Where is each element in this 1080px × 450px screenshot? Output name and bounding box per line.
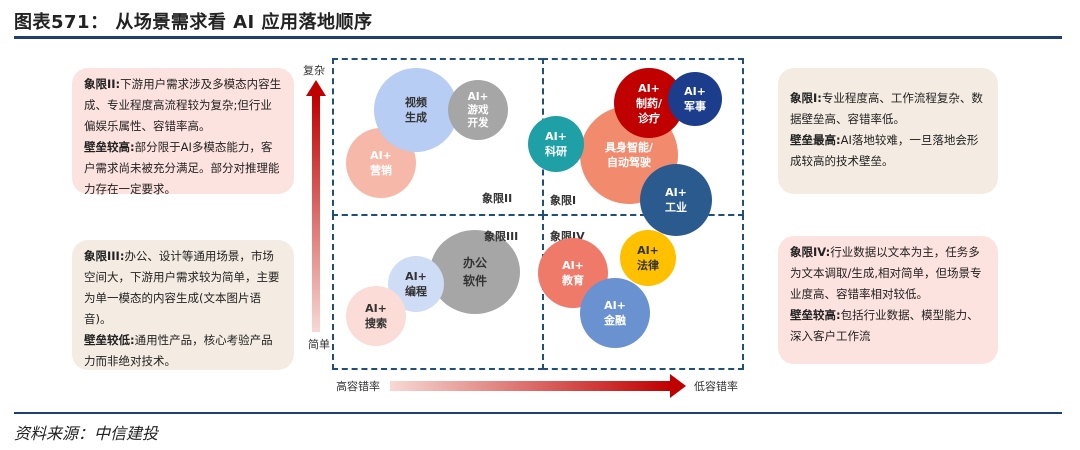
note-q2-text: 下游用户需求涉及多模态内容生成、专业程度高流程较为复杂;但行业偏娱乐属性、容错率…	[84, 77, 282, 133]
note-q2-head: 象限II:	[84, 77, 121, 91]
bottom-divider	[14, 412, 1062, 414]
note-q3-head: 象限III:	[84, 249, 125, 263]
top-divider	[14, 36, 1062, 39]
note-q1-text: 专业程度高、工作流程复杂、数据壁垒高、容错率低。	[790, 91, 983, 126]
y-axis-top-label: 复杂	[303, 64, 325, 77]
y-axis-bottom-label: 简单	[308, 338, 330, 351]
note-quadrant-1: 象限I:专业程度高、工作流程复杂、数据壁垒高、容错率低。 壁垒最高:AI落地较难…	[778, 68, 998, 194]
bubble-pharma-l3: 诊疗	[638, 111, 660, 125]
bubble-military-l2: 军事	[684, 100, 706, 113]
bubble-research-l2: 科研	[545, 145, 567, 158]
bubble-search: AI+ 搜索	[346, 286, 406, 346]
bubble-marketing-l2: 营销	[370, 164, 392, 177]
note-q2-text2: 部分限于AI多模态能力，客户需求尚未被充分满足。部分对推理能力存在一定要求。	[84, 140, 280, 196]
bubble-office-l2: 软件	[462, 274, 487, 288]
bubble-game-l3: 开发	[467, 116, 489, 129]
bubble-embodied-l1: 具身智能/	[604, 141, 654, 154]
bubble-game: AI+ 游戏 开发	[448, 80, 508, 140]
y-axis-arrow	[306, 80, 326, 332]
note-q2-head2: 壁垒较高:	[84, 140, 135, 154]
page-title: 图表571： 从场景需求看 AI 应用落地顺序	[14, 12, 373, 33]
bubble-industry: AI+ 工业	[640, 164, 712, 236]
bubble-military-l1: AI+	[684, 85, 706, 98]
bubble-office: 办公 软件	[430, 230, 520, 314]
bubble-video-l1: 视频	[405, 96, 427, 109]
note-q3-head2: 壁垒较低:	[84, 333, 135, 347]
bubble-pharma-l1: AI+	[638, 81, 660, 95]
note-q3-text: 办公、设计等通用场景，市场空间大，下游用户需求较为简单，主要为单一模态的内容生成…	[84, 249, 280, 326]
bubble-embodied-l2: 自动驾驶	[607, 156, 651, 169]
note-quadrant-4: 象限IV:行业数据以文本为主，任务多为文本调取/生成,相对简单，但场景专业度高、…	[778, 236, 998, 364]
bubble-marketing-l1: AI+	[370, 149, 392, 162]
quadrant-2-label: 象限II	[482, 192, 513, 205]
bubble-industry-l2: 工业	[665, 201, 687, 214]
bubble-education-l2: 教育	[562, 274, 584, 287]
bubble-search-l2: 搜索	[365, 317, 387, 330]
note-quadrant-2: 象限II:下游用户需求涉及多模态内容生成、专业程度高流程较为复杂;但行业偏娱乐属…	[72, 68, 294, 196]
note-q1-text2: AI落地较难，一旦落地会形成较高的技术壁垒。	[790, 133, 979, 168]
bubble-education-l1: AI+	[562, 259, 584, 272]
note-quadrant-3: 象限III:办公、设计等通用场景，市场空间大，下游用户需求较为简单，主要为单一模…	[72, 240, 294, 370]
source-note: 资料来源：中信建投	[14, 424, 159, 443]
bubble-video-l2: 生成	[405, 111, 427, 124]
note-q1-head: 象限I:	[790, 91, 822, 105]
x-axis-arrow	[390, 374, 686, 398]
note-q4-text2: 包括行业数据、模型能力、深入客户工作流	[790, 308, 979, 343]
bubble-finance-l1: AI+	[604, 299, 626, 312]
note-q4-head2: 壁垒较高:	[790, 308, 841, 322]
bubble-research: AI+ 科研	[528, 116, 584, 172]
bubble-industry-l1: AI+	[665, 186, 687, 199]
bubble-coding-l1: AI+	[405, 270, 427, 283]
quadrant-3-label: 象限III	[484, 230, 519, 243]
note-q1-head2: 壁垒最高:	[790, 133, 841, 147]
quadrant-1-label: 象限I	[550, 194, 577, 207]
note-q4-head: 象限IV:	[790, 245, 831, 259]
x-axis-left-label: 高容错率	[336, 380, 380, 393]
bubble-research-l1: AI+	[545, 130, 567, 143]
bubble-game-l2: 游戏	[467, 103, 489, 116]
bubble-finance: AI+ 金融	[580, 278, 650, 348]
bubble-pharma-l2: 制药/	[635, 96, 663, 110]
note-q3-text2: 通用性产品，核心考验产品力而非绝对技术。	[84, 333, 273, 368]
note-q4-text: 行业数据以文本为主，任务多为文本调取/生成,相对简单，但场景专业度高、容错率相对…	[790, 245, 982, 301]
bubble-law-l1: AI+	[637, 244, 659, 257]
bubble-video: 视频 生成	[374, 68, 458, 152]
bubble-law-l2: 法律	[637, 259, 659, 272]
bubble-game-l1: AI+	[467, 90, 489, 103]
bubble-search-l1: AI+	[365, 302, 387, 315]
bubble-coding-l2: 编程	[405, 285, 427, 298]
bubble-finance-l2: 金融	[604, 314, 626, 327]
bubble-law: AI+ 法律	[620, 230, 676, 286]
bubble-military: AI+ 军事	[668, 72, 722, 126]
x-axis-right-label: 低容错率	[694, 380, 738, 393]
bubble-office-l1: 办公	[462, 256, 487, 270]
